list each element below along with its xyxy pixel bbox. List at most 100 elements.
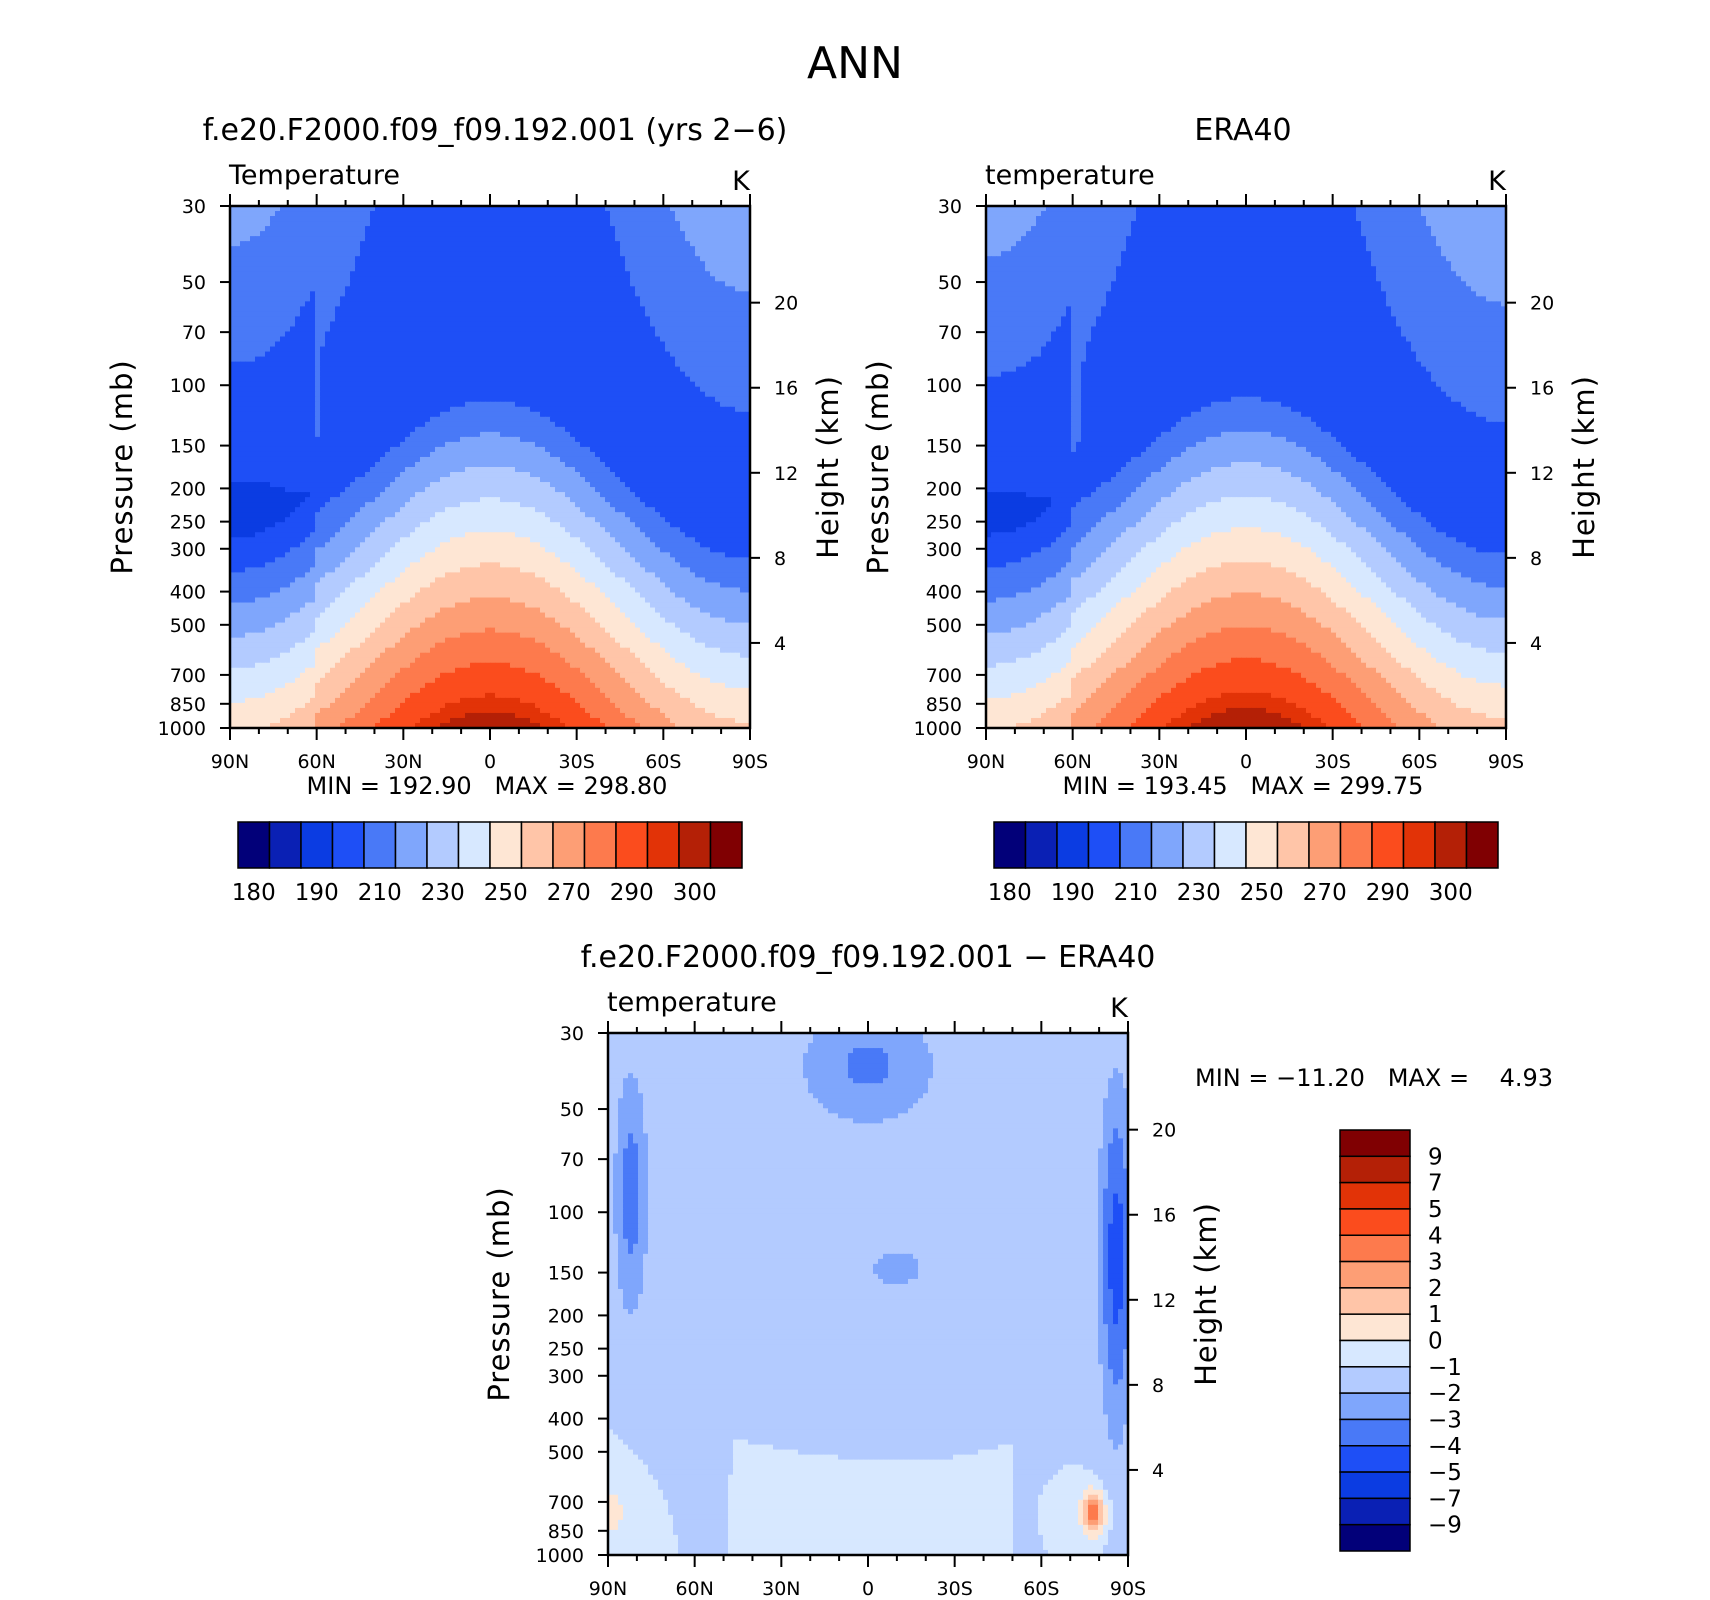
- panel1-title: f.e20.F2000.f09_f09.192.001 (yrs 2−6): [203, 113, 788, 148]
- panel3-x-tick-label: 90N: [589, 1578, 627, 1600]
- panel2-colorbar-box: [1339, 821, 1373, 869]
- panel3-colorbar-label: −2: [1428, 1381, 1462, 1407]
- panel1-y-tick-label: 850: [170, 694, 206, 716]
- panel1-x-tick-label: 0: [484, 751, 496, 773]
- panel2-y2-tick-label: 20: [1530, 293, 1554, 315]
- panel1-y2-tick-label: 12: [774, 463, 798, 485]
- panel2-colorbar-label: 190: [1051, 880, 1095, 906]
- panel3-colorbar-label: −7: [1428, 1486, 1462, 1512]
- panel1-colorbar-label: 230: [421, 880, 465, 906]
- panel1-x-tick-label: 90S: [732, 751, 768, 773]
- panel2-x-tick-label: 90N: [967, 751, 1005, 773]
- panel2-x-tick-label: 0: [1240, 751, 1252, 773]
- panel1-y-tick-label: 300: [170, 539, 206, 561]
- panel3-colorbar-box: [1339, 1339, 1411, 1368]
- panel3-y2-tick-label: 16: [1152, 1205, 1176, 1227]
- panel2-colorbar-box: [1119, 821, 1153, 869]
- panel2-title: ERA40: [1194, 113, 1291, 148]
- panel2-colorbar-box: [1056, 821, 1090, 869]
- panel3-colorbar-label: −9: [1428, 1513, 1462, 1539]
- panel3-y-tick-label: 1000: [536, 1545, 584, 1567]
- panel3-y-tick-label: 250: [548, 1339, 584, 1361]
- panel2-x-tick-label: 30S: [1315, 751, 1351, 773]
- panel3-colorbar-box: [1339, 1313, 1411, 1342]
- panel3-colorbar-box: [1339, 1287, 1411, 1315]
- panel3-x-tick-label: 30S: [937, 1578, 973, 1600]
- panel1-y-tick-label: 50: [182, 272, 206, 294]
- panel2-variable-label: temperature: [985, 160, 1155, 191]
- panel1-y2label: Height (km): [811, 375, 845, 559]
- panel3-colorbar-label: −4: [1428, 1434, 1462, 1460]
- panel3-y2-tick-label: 4: [1152, 1460, 1164, 1482]
- panel3-colorbar-label: 2: [1428, 1276, 1443, 1302]
- panel2-colorbar-label: 300: [1429, 880, 1473, 906]
- figure-title: ANN: [807, 38, 903, 89]
- panel2-colorbar-box: [1276, 821, 1310, 869]
- panel1-colorbar-label: 190: [295, 880, 339, 906]
- panel2-y-tick-label: 500: [926, 615, 962, 637]
- panel2-colorbar-box: [1308, 821, 1342, 869]
- panel1-y-tick-label: 70: [182, 322, 206, 344]
- panel1-colorbar-box: [709, 821, 743, 869]
- panel2-field: [986, 206, 1507, 729]
- panel3-x-tick-label: 0: [862, 1578, 874, 1600]
- panel2-y-tick-label: 100: [926, 375, 962, 397]
- panel3-x-tick-label: 90S: [1110, 1578, 1146, 1600]
- panel3-colorbar-box: [1339, 1260, 1411, 1289]
- panel3-colorbar-box: [1339, 1471, 1411, 1500]
- panel3-y-tick-label: 500: [548, 1442, 584, 1464]
- panel2-ylabel: Pressure (mb): [861, 359, 895, 574]
- panel1-colorbar: 180 190 210 230 250 270 290 300: [232, 821, 743, 906]
- panel3-x-tick-label: 60S: [1023, 1578, 1059, 1600]
- panel3-colorbar-label: 9: [1428, 1144, 1443, 1170]
- panel2-colorbar-box: [1150, 821, 1184, 869]
- panel3-colorbar-label: 4: [1428, 1223, 1443, 1249]
- panel1-colorbar-box: [268, 821, 302, 869]
- panel3-title: f.e20.F2000.f09_f09.192.001 − ERA40: [581, 940, 1156, 975]
- panel3-x-tick-label: 30N: [762, 1578, 800, 1600]
- panel2-y-tick-label: 1000: [914, 718, 962, 740]
- panel3-y-tick-label: 100: [548, 1202, 584, 1224]
- panel1-y-tick-label: 250: [170, 512, 206, 534]
- panel2-colorbar-box: [1402, 821, 1436, 869]
- panel3-colorbar-box: [1339, 1366, 1411, 1394]
- panel1-colorbar-label: 210: [358, 880, 402, 906]
- panel2-y2-tick-label: 8: [1530, 548, 1542, 570]
- panel1-colorbar-box: [678, 821, 712, 869]
- panel1-colorbar-box: [300, 821, 334, 869]
- panel3-y2-tick-label: 12: [1152, 1290, 1176, 1312]
- panel1-x-tick-label: 30N: [384, 751, 422, 773]
- panel2-y2-tick-label: 12: [1530, 463, 1554, 485]
- panel1-colorbar-box: [457, 821, 491, 869]
- panel1-colorbar-box: [363, 821, 397, 869]
- panel3-colorbar-box: [1339, 1497, 1411, 1526]
- panel3-variable-label: temperature: [607, 987, 777, 1018]
- panel1-colorbar-label: 180: [232, 880, 276, 906]
- panel2-colorbar-label: 290: [1366, 880, 1410, 906]
- panel3-min-max: MIN = −11.20 MAX = 4.93: [1195, 1064, 1553, 1092]
- panel1-y2-tick-label: 4: [774, 633, 786, 655]
- panel3-y-tick-label: 150: [548, 1263, 584, 1285]
- panel2-min-max: MIN = 193.45 MAX = 299.75: [1063, 772, 1424, 800]
- panel2-y-tick-label: 300: [926, 539, 962, 561]
- panel1-colorbar-label: 300: [673, 880, 717, 906]
- panel1-colorbar-box: [237, 821, 271, 869]
- panel2-colorbar-box: [1087, 821, 1121, 869]
- panel3-ylabel: Pressure (mb): [482, 1186, 516, 1401]
- panel2-y-tick-label: 70: [938, 322, 962, 344]
- panel2-y-tick-label: 700: [926, 665, 962, 687]
- panel3-colorbar-label: −3: [1428, 1407, 1462, 1433]
- panel2-y2-tick-label: 4: [1530, 633, 1542, 655]
- panel3-y-tick-label: 400: [548, 1409, 584, 1431]
- panel1-y-tick-label: 30: [182, 196, 206, 218]
- panel2-colorbar: 180 190 210 230 250 270 290 300: [988, 821, 1499, 906]
- panel3-y2-tick-label: 20: [1152, 1120, 1176, 1142]
- panel2-x-tick-label: 30N: [1140, 751, 1178, 773]
- panel2-colorbar-label: 270: [1303, 880, 1347, 906]
- panel2-colorbar-label: 230: [1177, 880, 1221, 906]
- panel1-y-tick-label: 700: [170, 665, 206, 687]
- panel3-colorbar-label: 1: [1428, 1302, 1443, 1328]
- panel1-colorbar-box: [331, 821, 365, 869]
